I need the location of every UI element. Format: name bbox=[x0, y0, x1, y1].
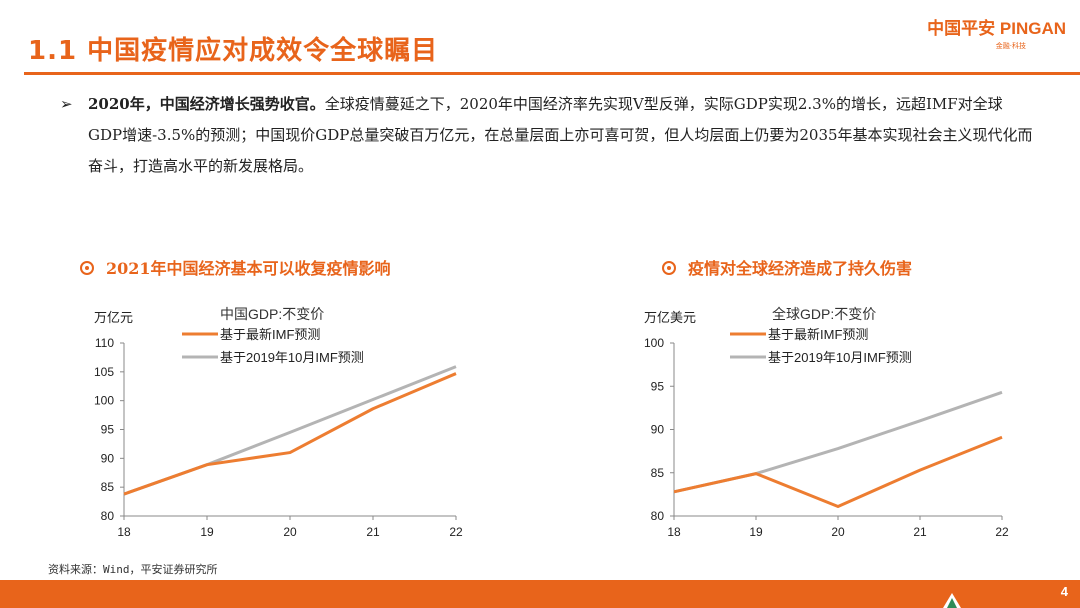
source-note: 资料来源：Wind，平安证券研究所 bbox=[48, 563, 218, 576]
page-title: 1.1 中国疫情应对成效令全球瞩目 bbox=[28, 36, 439, 66]
y-tick-label: 95 bbox=[101, 423, 115, 437]
section-title-global-text: 疫情对全球经济造成了持久伤害 bbox=[688, 259, 913, 278]
y-tick-label: 105 bbox=[94, 365, 114, 379]
company-logo: 中国平安 PINGAN 金融·科技 bbox=[927, 14, 1066, 51]
x-tick-label: 22 bbox=[449, 525, 463, 539]
section-title-global: 疫情对全球经济造成了持久伤害 bbox=[662, 255, 912, 279]
series-line-latest-imf bbox=[673, 435, 1003, 508]
footer-logo-icon bbox=[943, 593, 961, 608]
summary-paragraph: ➢ 2020年，中国经济增长强势收官。全球疫情蔓延之下，2020年中国经济率先实… bbox=[60, 89, 1035, 182]
footer-bar bbox=[0, 580, 1080, 608]
x-tick-label: 21 bbox=[913, 525, 927, 539]
x-tick-label: 20 bbox=[831, 525, 845, 539]
y-tick-label: 95 bbox=[651, 379, 665, 393]
legend-label: 基于最新IMF预测 bbox=[768, 327, 868, 342]
y-axis-unit-label: 万亿美元 bbox=[644, 310, 696, 325]
x-tick-label: 22 bbox=[995, 525, 1009, 539]
x-tick-label: 20 bbox=[283, 525, 297, 539]
series-line-oct2019-imf bbox=[673, 390, 1003, 494]
y-tick-label: 90 bbox=[101, 451, 115, 465]
target-bullet-icon bbox=[662, 261, 676, 275]
y-tick-label: 90 bbox=[651, 423, 665, 437]
series-line-latest-imf bbox=[123, 372, 457, 496]
y-tick-label: 100 bbox=[644, 336, 664, 350]
legend-label: 基于2019年10月IMF预测 bbox=[768, 350, 912, 365]
y-tick-label: 100 bbox=[94, 394, 114, 408]
y-tick-label: 85 bbox=[651, 466, 665, 480]
title-divider bbox=[24, 72, 1080, 75]
legend-label: 基于最新IMF预测 bbox=[220, 327, 320, 342]
summary-lead: 2020年，中国经济增长强势收官。 bbox=[88, 95, 325, 113]
legend-label: 基于2019年10月IMF预测 bbox=[220, 350, 364, 365]
section-title-china-text: 2021年中国经济基本可以收复疫情影响 bbox=[106, 259, 391, 278]
y-tick-label: 110 bbox=[95, 336, 114, 350]
y-tick-label: 85 bbox=[101, 480, 115, 494]
logo-wordmark: 中国平安 PINGAN bbox=[927, 19, 1066, 38]
x-tick-label: 18 bbox=[117, 525, 131, 539]
target-bullet-icon bbox=[80, 261, 94, 275]
summary-text: 2020年，中国经济增长强势收官。全球疫情蔓延之下，2020年中国经济率先实现V… bbox=[60, 89, 1035, 182]
x-tick-label: 21 bbox=[366, 525, 380, 539]
y-tick-label: 80 bbox=[651, 509, 665, 523]
logo-tagline: 金融·科技 bbox=[995, 42, 1026, 50]
arrow-bullet-icon: ➢ bbox=[60, 95, 73, 113]
x-tick-label: 19 bbox=[200, 525, 214, 539]
page-number: 4 bbox=[1060, 584, 1068, 599]
global-gdp-chart: 80 85 90 95 100 18 19 20 21 22 万亿美元 全球GDP:不变价基于最新IM… bbox=[644, 306, 1009, 539]
y-tick-label: 80 bbox=[101, 509, 115, 523]
y-axis-unit-label: 万亿元 bbox=[94, 310, 133, 325]
summary-body: 全球疫情蔓延之下，2020年中国经济率先实现V型反弹，实际GDP实现2.3%的增… bbox=[88, 95, 1033, 175]
chart-title: 中国GDP:不变价 bbox=[220, 306, 324, 322]
x-tick-label: 18 bbox=[667, 525, 681, 539]
chart-title: 全球GDP:不变价 bbox=[772, 306, 876, 322]
section-title-china: 2021年中国经济基本可以收复疫情影响 bbox=[80, 255, 391, 279]
x-tick-label: 19 bbox=[749, 525, 763, 539]
